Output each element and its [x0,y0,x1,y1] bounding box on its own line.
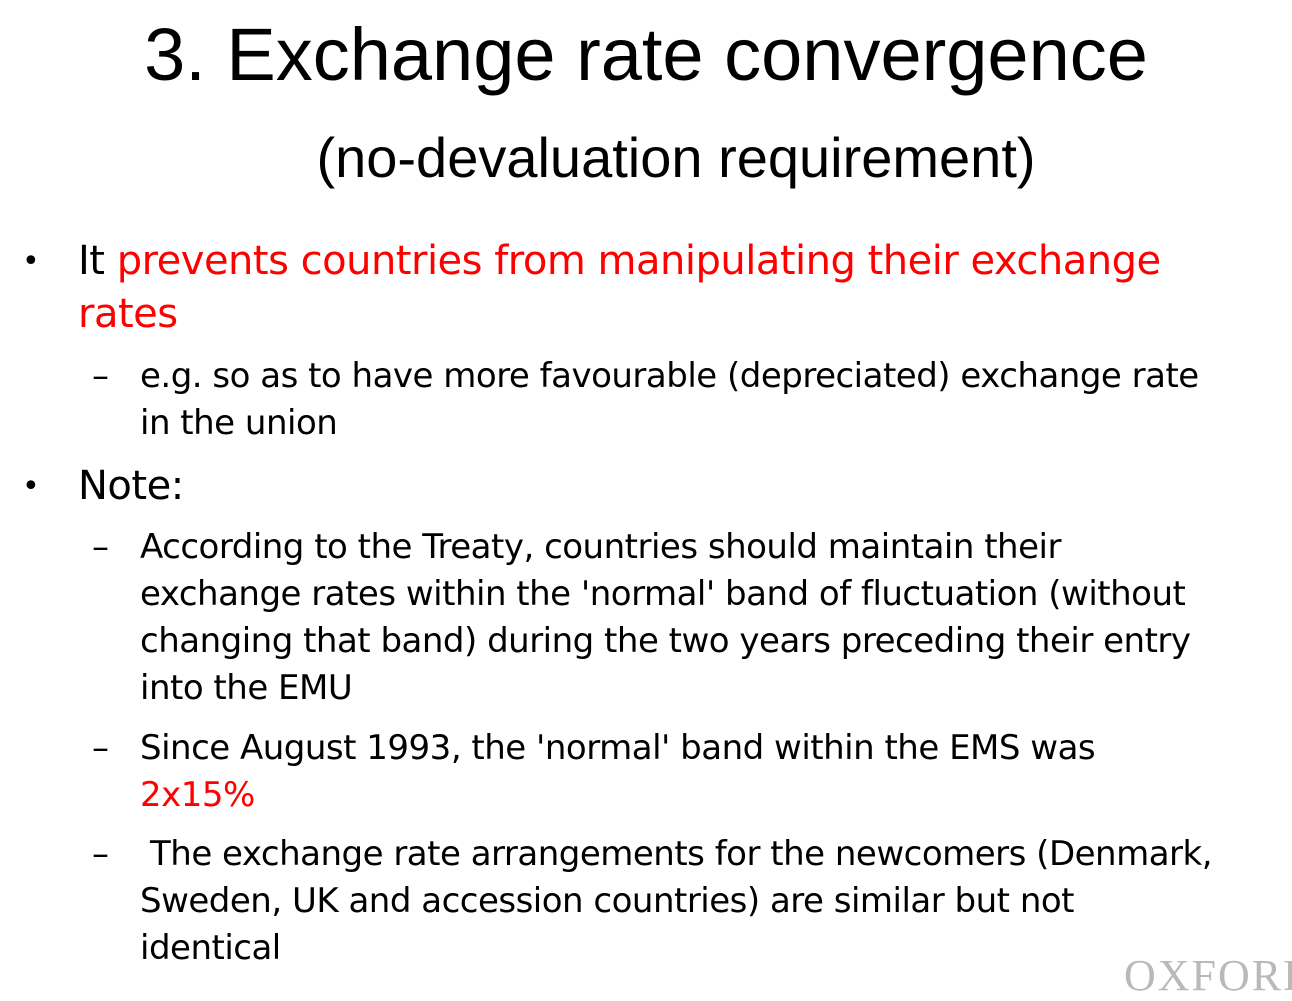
sub-bullet-1-1-line-2: in the union [140,403,338,443]
sub-bullet-2-3-text: The exchange rate arrangements for the n… [140,831,1290,972]
sub-bullet-1-1-line-1: e.g. so as to have more favourable (depr… [140,356,1199,396]
sub-bullet-2-3-line-3: identical [140,928,281,968]
sub-bullet-2-1-line-2: exchange rates within the 'normal' band … [140,574,1186,614]
sub-bullet-1-1-text: e.g. so as to have more favourable (depr… [140,353,1290,447]
slide-title: 3. Exchange rate convergence [144,13,1148,96]
sub-bullet-2-3-line-1: The exchange rate arrangements for the n… [150,834,1213,874]
bullet-1-highlight: prevents countries from manipulating the… [116,238,1161,284]
sub-bullet-2-1-line-3: changing that band) during the two years… [140,621,1191,661]
oxford-logo: OXFORD [1124,951,1292,1000]
bullet-marker: • [22,469,40,504]
sub-bullet-2-1-line-1: According to the Treaty, countries shoul… [140,527,1061,567]
bullet-1-text: It prevents countries from manipulating … [78,235,1278,341]
sub-bullet-2-2-highlight: 2x15% [140,775,255,815]
sub-bullet-2-1-line-4: into the EMU [140,668,353,708]
sub-bullet-marker: – [92,356,109,396]
bullet-2-text: Note: [78,463,184,509]
bullet-1-highlight-cont: rates [78,291,178,337]
bullet-1-prefix: It [78,238,117,284]
slide-subtitle: (no-devaluation requirement) [316,126,1036,189]
sub-bullet-2-2-line-1: Since August 1993, the 'normal' band wit… [140,728,1096,768]
sub-bullet-marker: – [92,728,109,768]
sub-bullet-marker: – [92,834,109,874]
sub-bullet-2-1-text: According to the Treaty, countries shoul… [140,524,1290,712]
sub-bullet-2-2-text: Since August 1993, the 'normal' band wit… [140,725,1290,819]
sub-bullet-marker: – [92,527,109,567]
sub-bullet-2-3-line-2: Sweden, UK and accession countries) are … [140,881,1075,921]
bullet-marker: • [22,244,40,279]
